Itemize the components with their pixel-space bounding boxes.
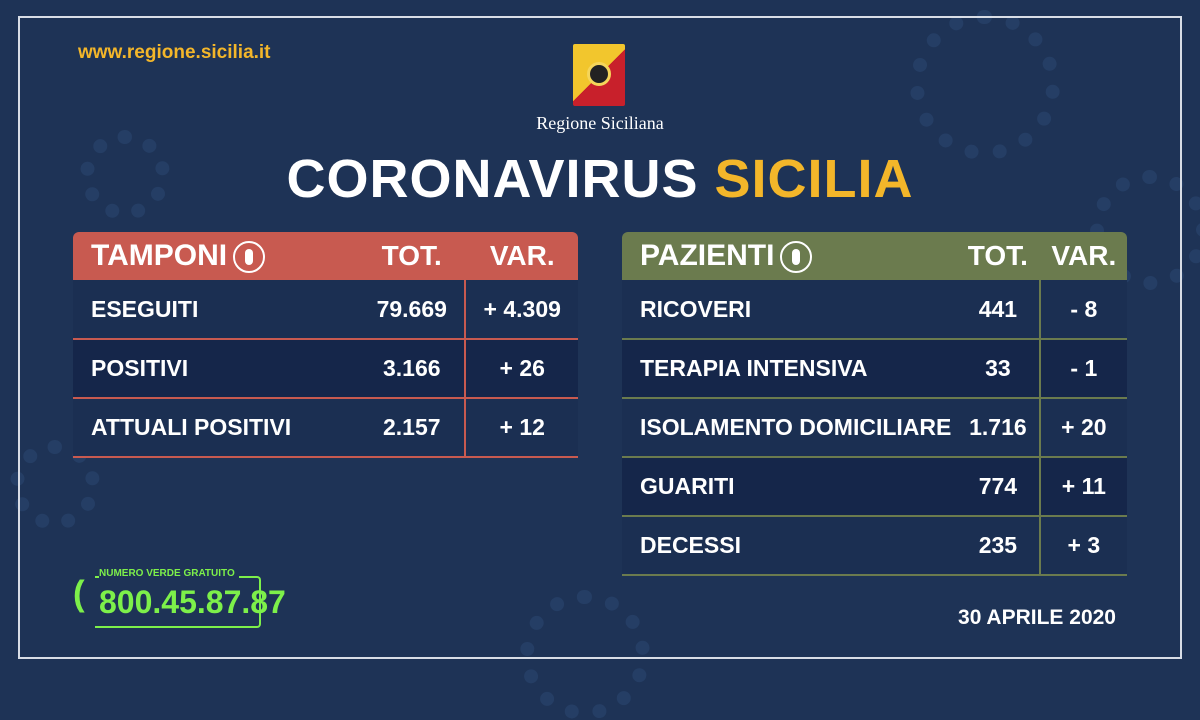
row-var: + 20 [1038,398,1127,458]
row-label: ISOLAMENTO DOMICILIARE [622,398,958,458]
row-label: ATTUALI POSITIVI [73,398,360,458]
row-var: + 3 [1038,516,1127,576]
table-row: DECESSI 235 + 3 [622,516,1127,576]
tamponi-header: TAMPONI [73,232,360,280]
row-var: + 12 [464,398,578,458]
person-icon [780,241,813,274]
swab-icon [233,241,266,274]
table-row: ESEGUITI 79.669 + 4.309 [73,280,578,340]
row-label: GUARITI [622,457,958,517]
table-row: ISOLAMENTO DOMICILIARE 1.716 + 20 [622,398,1127,458]
row-tot: 33 [957,339,1040,399]
row-var: + 26 [464,339,578,399]
row-tot: 441 [957,280,1040,340]
row-label: DECESSI [622,516,958,576]
row-tot: 774 [957,457,1040,517]
row-tot: 79.669 [359,280,466,340]
row-label: POSITIVI [73,339,360,399]
row-tot: 235 [957,516,1040,576]
phone-icon: ( [73,574,85,613]
title-main: CORONAVIRUS [286,149,699,209]
tot-header: TOT. [957,232,1040,280]
var-header: VAR. [464,232,578,280]
row-label: RICOVERI [622,280,958,340]
table-row: POSITIVI 3.166 + 26 [73,339,578,399]
region-name: Regione Siciliana [536,113,664,133]
table-row: ATTUALI POSITIVI 2.157 + 12 [73,398,578,458]
date-label: 30 APRILE 2020 [958,606,1116,629]
row-var: + 11 [1038,457,1127,517]
table-row: RICOVERI 441- 8 [622,280,1127,340]
phone-box: ( NUMERO VERDE GRATUITO 800.45.87.87 [73,568,286,630]
row-var: + 4.309 [464,280,578,340]
phone-label: NUMERO VERDE GRATUITO [99,568,239,579]
pazienti-header: PAZIENTI [622,232,958,280]
frame [18,16,1182,659]
pazienti-table: PAZIENTI TOT. VAR. RICOVERI 441- 8 TERAPIA … [622,232,1127,576]
row-var: - 8 [1038,280,1127,340]
row-label: ESEGUITI [73,280,360,340]
pazienti-title: PAZIENTI [640,238,775,272]
phone-number[interactable]: 800.45.87.87 [99,584,286,620]
website-link[interactable]: www.regione.sicilia.it [78,42,271,63]
tot-header: TOT. [359,232,466,280]
row-tot: 2.157 [359,398,466,458]
page-title: CORONAVIRUS SICILIA [0,148,1200,210]
row-var: - 1 [1038,339,1127,399]
var-header: VAR. [1038,232,1127,280]
row-label: TERAPIA INTENSIVA [622,339,958,399]
row-tot: 3.166 [359,339,466,399]
title-accent: SICILIA [714,149,914,209]
tamponi-table: TAMPONI TOT. VAR. ESEGUITI 79.669 + 4.309 PO… [73,232,578,458]
row-tot: 1.716 [957,398,1040,458]
table-row: TERAPIA INTENSIVA 33- 1 [622,339,1127,399]
tamponi-title: TAMPONI [91,238,228,272]
table-row: GUARITI 774 + 11 [622,457,1127,517]
regione-logo [573,44,625,106]
